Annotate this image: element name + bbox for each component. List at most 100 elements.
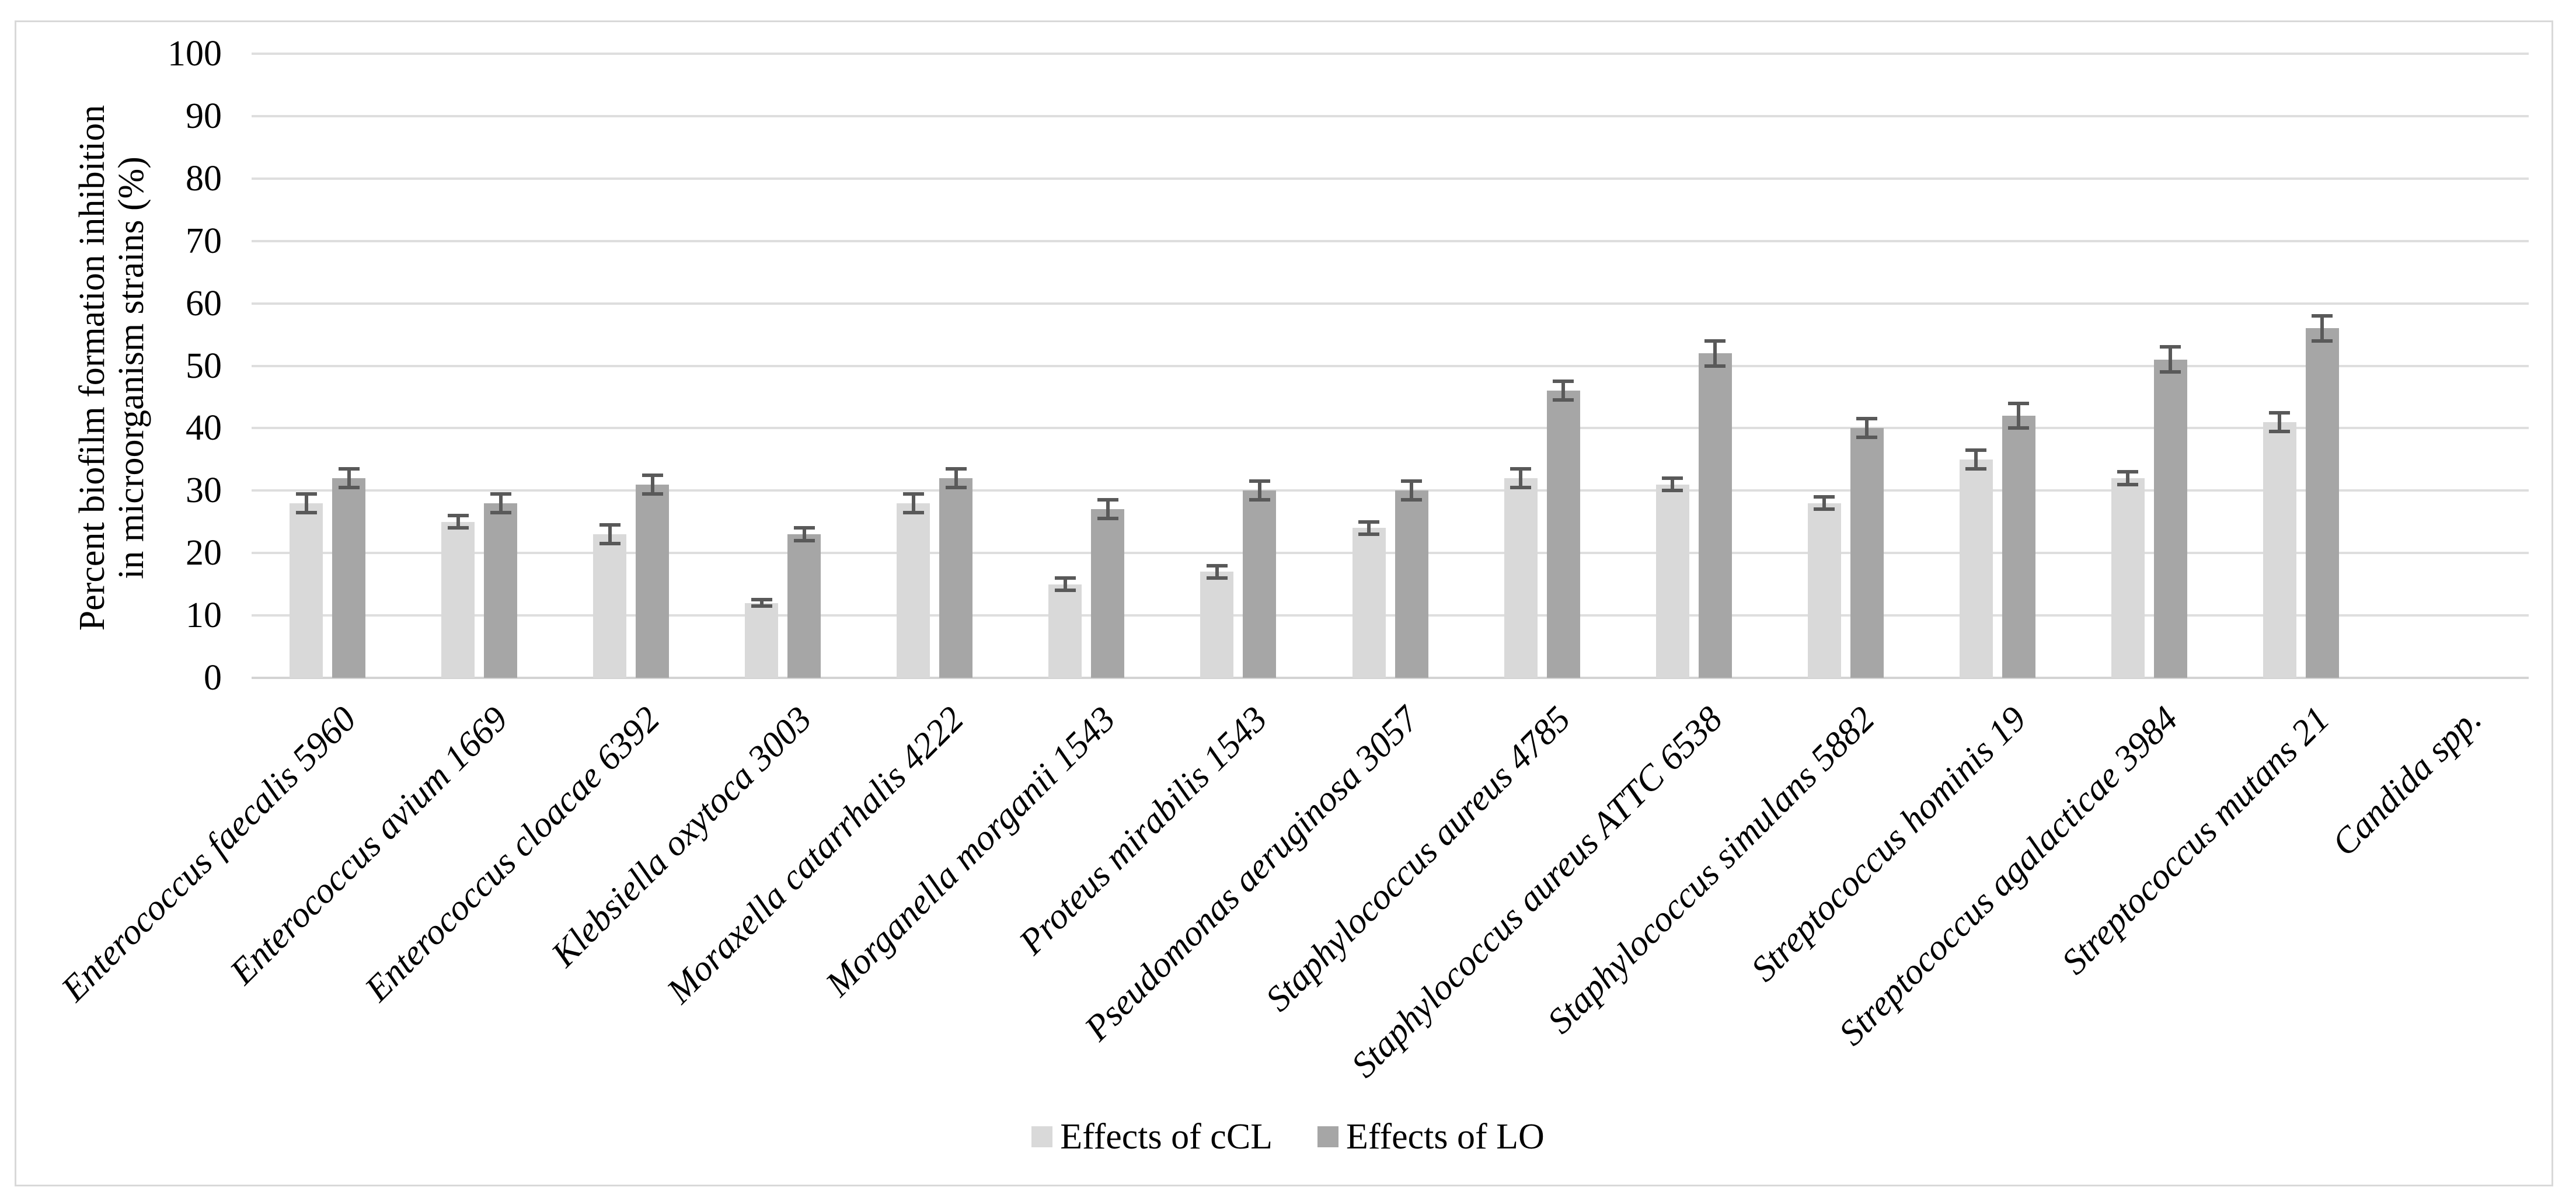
- gridline: [252, 114, 2529, 117]
- legend-label-ccl: Effects of cCL: [1060, 1117, 1273, 1157]
- bar-lo: [2305, 328, 2339, 678]
- error-bar: [347, 468, 351, 488]
- bar-lo: [939, 478, 973, 678]
- error-bar-cap-bottom: [1054, 589, 1076, 593]
- y-axis-tick-label: 100: [168, 34, 222, 74]
- error-bar-cap-top: [1704, 339, 1726, 343]
- error-bar: [1519, 468, 1523, 488]
- bar-lo: [1698, 353, 1732, 678]
- error-bar-cap-top: [945, 467, 967, 471]
- error-bar: [802, 528, 806, 541]
- legend: Effects of cCL Effects of LO: [0, 1116, 2576, 1157]
- bar-ccl: [1504, 478, 1538, 678]
- error-bar-cap-bottom: [295, 510, 317, 514]
- bar-lo: [787, 534, 821, 678]
- error-bar-cap-bottom: [1249, 498, 1270, 502]
- bar-ccl: [1352, 528, 1386, 678]
- y-axis-tick-label: 60: [186, 283, 222, 323]
- error-bar: [1865, 419, 1869, 438]
- y-axis-tick-label: 90: [186, 96, 222, 136]
- error-bar: [1063, 577, 1067, 591]
- error-bar: [304, 493, 308, 513]
- error-bar-cap-bottom: [490, 510, 511, 514]
- error-bar-cap-top: [793, 526, 815, 530]
- y-axis-tick-label: 80: [186, 158, 222, 199]
- error-bar: [2017, 403, 2021, 429]
- error-bar-cap-top: [1553, 380, 1574, 384]
- bar-ccl: [1807, 503, 1841, 678]
- error-bar-cap-top: [1856, 417, 1878, 421]
- error-bar-cap-bottom: [1965, 467, 1987, 471]
- error-bar: [1367, 521, 1371, 535]
- error-bar-cap-top: [1814, 495, 1835, 499]
- error-bar: [1671, 478, 1675, 491]
- bar-ccl: [1048, 584, 1082, 678]
- error-bar-cap-top: [751, 598, 772, 602]
- legend-swatch-ccl: [1031, 1126, 1053, 1147]
- error-bar-cap-top: [1662, 476, 1683, 480]
- bar-lo: [484, 503, 518, 678]
- legend-swatch-lo: [1317, 1126, 1339, 1147]
- error-bar-cap-bottom: [1662, 489, 1683, 493]
- bar-lo: [2002, 416, 2035, 678]
- error-bar: [499, 493, 503, 513]
- gridline: [252, 364, 2529, 367]
- y-axis-tick-label: 40: [186, 408, 222, 448]
- error-bar-cap-bottom: [751, 604, 772, 608]
- error-bar-cap-bottom: [447, 526, 469, 530]
- error-bar-cap-bottom: [1704, 364, 1726, 368]
- legend-item-ccl: Effects of cCL: [1031, 1116, 1273, 1157]
- error-bar-cap-top: [1965, 448, 1987, 452]
- error-bar-cap-bottom: [793, 538, 815, 542]
- error-bar-cap-top: [1249, 479, 1270, 483]
- error-bar: [1561, 381, 1566, 401]
- gridline: [252, 239, 2529, 242]
- error-bar-cap-top: [490, 492, 511, 496]
- error-bar-cap-top: [1097, 498, 1118, 502]
- error-bar: [650, 475, 654, 494]
- legend-item-lo: Effects of LO: [1317, 1116, 1545, 1157]
- x-axis-line: [252, 677, 2529, 679]
- error-bar-cap-bottom: [1510, 485, 1532, 489]
- bar-ccl: [593, 534, 627, 678]
- bar-lo: [1091, 509, 1125, 678]
- error-bar-cap-bottom: [338, 485, 360, 489]
- gridline: [252, 552, 2529, 555]
- error-bar-cap-top: [338, 467, 360, 471]
- error-bar: [911, 493, 915, 513]
- error-bar: [954, 468, 958, 488]
- bar-lo: [1850, 428, 1884, 678]
- error-bar: [1713, 340, 1717, 366]
- error-bar-cap-top: [902, 492, 924, 496]
- error-bar-cap-top: [1401, 479, 1422, 483]
- error-bar: [2320, 315, 2324, 341]
- error-bar-cap-bottom: [1401, 498, 1422, 502]
- error-bar: [759, 600, 764, 607]
- error-bar: [1822, 496, 1826, 510]
- y-axis-tick-label: 0: [204, 658, 222, 698]
- bar-ccl: [2111, 478, 2145, 678]
- error-bar-cap-bottom: [1206, 576, 1228, 580]
- error-bar-cap-bottom: [2160, 370, 2181, 374]
- error-bar-cap-top: [2008, 401, 2030, 405]
- error-bar-cap-bottom: [1553, 398, 1574, 402]
- bar-lo: [332, 478, 366, 678]
- error-bar: [1106, 500, 1110, 519]
- gridline: [252, 177, 2529, 180]
- bar-ccl: [441, 521, 475, 678]
- y-axis-tick-label: 50: [186, 346, 222, 386]
- error-bar: [2278, 412, 2282, 431]
- error-bar-cap-top: [642, 473, 663, 477]
- bar-ccl: [1200, 572, 1234, 678]
- error-bar-cap-top: [1054, 576, 1076, 580]
- error-bar-cap-top: [295, 492, 317, 496]
- error-bar-cap-bottom: [1856, 436, 1878, 440]
- y-axis-tick-label: 20: [186, 533, 222, 573]
- legend-label-lo: Effects of LO: [1346, 1117, 1545, 1157]
- error-bar-cap-bottom: [1097, 517, 1118, 521]
- bar-lo: [2153, 359, 2187, 678]
- error-bar-cap-top: [1510, 467, 1532, 471]
- error-bar: [456, 516, 460, 528]
- bar-ccl: [290, 503, 323, 678]
